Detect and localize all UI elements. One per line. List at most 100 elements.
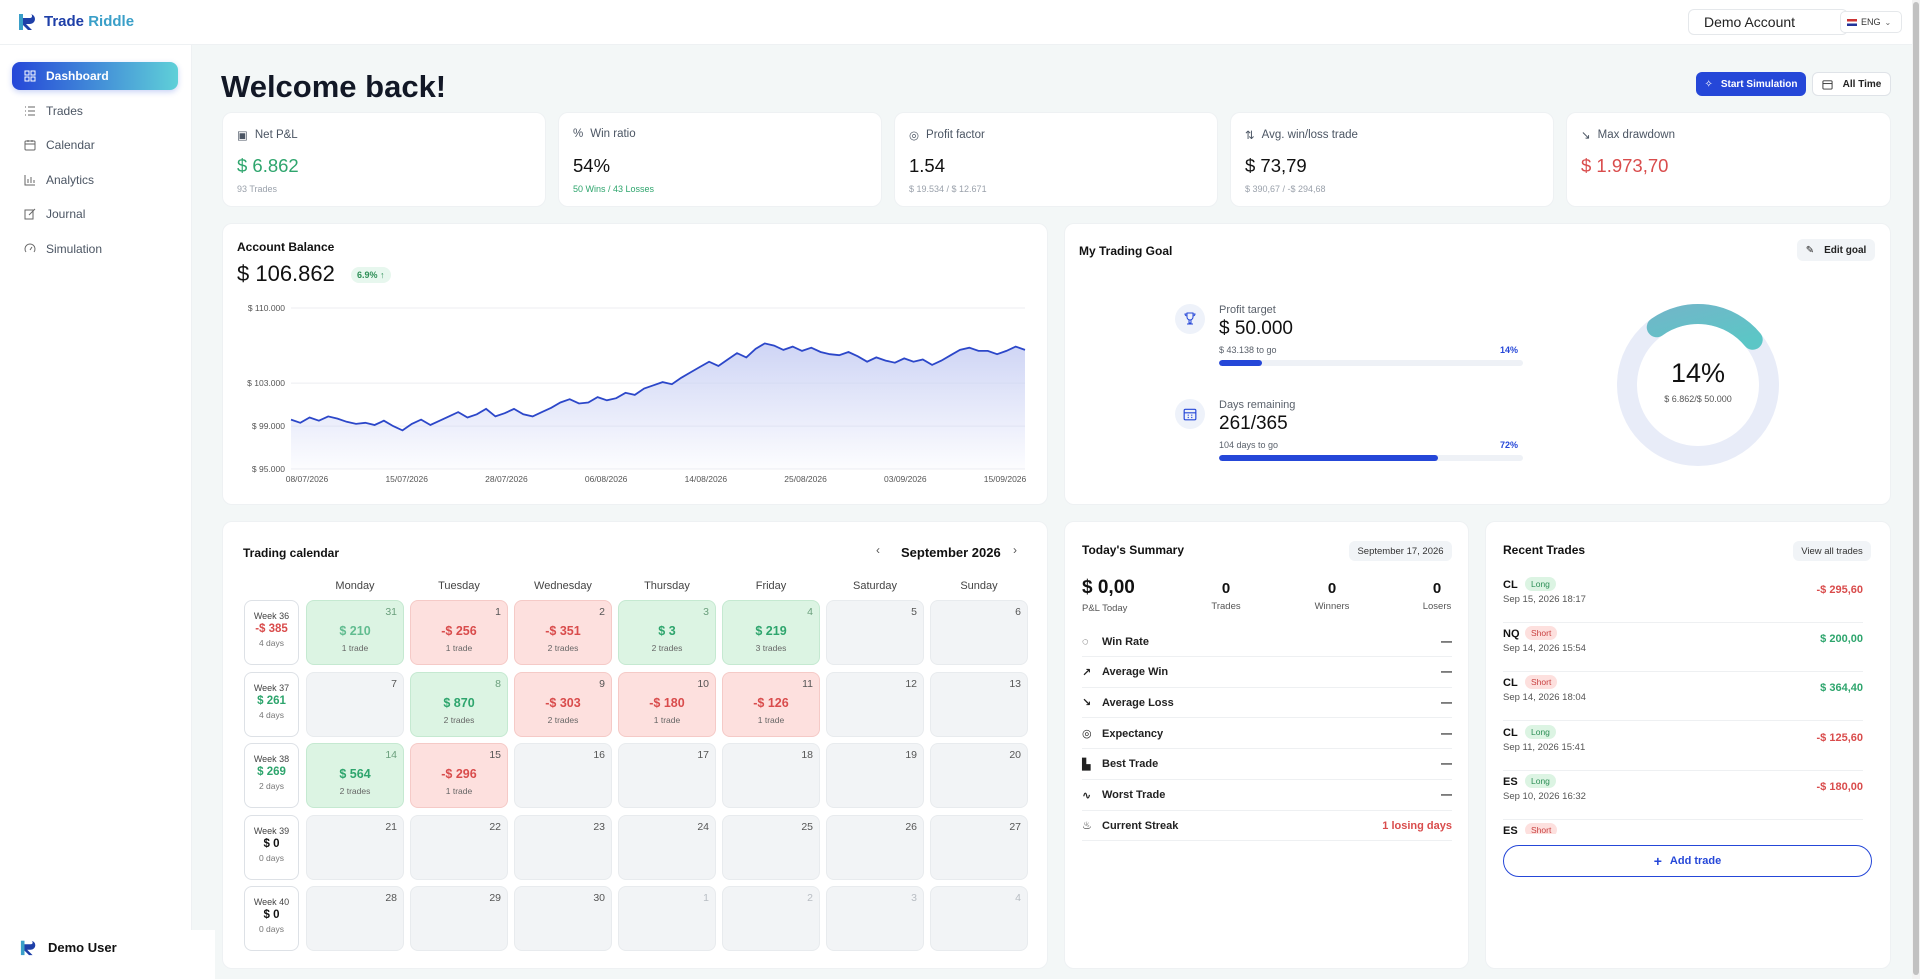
account-selector[interactable]: Demo Account [1688,9,1848,35]
start-simulation-button[interactable]: ✧ Start Simulation [1696,72,1806,96]
sparkle-icon: ✧ [1704,78,1713,90]
balance-title: Account Balance [237,240,335,254]
trade-row[interactable]: CL Short Sep 14, 2026 18:04 $ 364,40 [1503,672,1863,722]
week-summary[interactable]: Week 39 $ 0 0 days [244,814,299,880]
page-scrollbar[interactable] [1912,0,1920,979]
calendar-day[interactable]: 26 [826,814,924,880]
next-month-button[interactable]: › [1013,543,1017,557]
calendar-day[interactable]: 8 $ 870 2 trades [410,671,508,737]
prev-month-button[interactable]: ‹ [876,543,880,557]
trade-row[interactable]: NQ Short Sep 14, 2026 15:54 $ 200,00 [1503,623,1863,673]
day-pnl: -$ 126 [753,695,789,710]
top-bar: Trade Riddle Demo Account ENG ⌄ [0,0,1920,45]
trade-row[interactable]: ES Short [1503,820,1863,834]
calendar-day[interactable]: 24 [618,814,716,880]
calendar-day[interactable]: 30 [514,886,612,951]
calendar-day[interactable]: 14 $ 564 2 trades [306,743,404,808]
list-icon [25,106,35,116]
calendar-day[interactable]: 9 -$ 303 2 trades [514,671,612,737]
trade-row[interactable]: ES Long Sep 10, 2026 16:32 -$ 180,00 [1503,771,1863,820]
calendar-day[interactable]: 7 [306,671,404,737]
day-number: 2 [599,606,605,618]
calendar-day[interactable]: 28 [306,886,404,951]
calendar-day[interactable]: 25 [722,814,820,880]
calendar-day[interactable]: 5 [826,600,924,665]
kpi-avg-win-loss: ⇅ Avg. win/loss trade $ 73,79 $ 390,67 / … [1230,112,1554,207]
calendar-day[interactable]: 13 [930,671,1028,737]
calendar-day[interactable]: 2 [722,886,820,951]
calendar-day[interactable]: 3 $ 3 2 trades [618,600,716,665]
calendar-day[interactable]: 21 [306,814,404,880]
sidebar-item-trades[interactable]: Trades [12,97,178,125]
recent-trades-list[interactable]: CL Long Sep 15, 2026 18:17 -$ 295,60 NQ Short… [1503,574,1873,834]
calendar-day[interactable]: 31 $ 210 1 trade [306,600,404,665]
target-icon: ◎ [1082,728,1092,741]
trade-pnl: -$ 125,60 [1816,731,1863,744]
edit-goal-button[interactable]: ✎ Edit goal [1797,239,1875,261]
sidebar-item-dashboard[interactable]: Dashboard [12,62,178,90]
trend-down-icon: ↘ [1082,697,1092,710]
profit-to-go: $ 43.138 to go [1219,345,1277,355]
metric-label: Expectancy [1102,727,1164,740]
week-summary[interactable]: Week 36 -$ 385 4 days [244,600,299,665]
add-trade-button[interactable]: + Add trade [1503,845,1872,877]
calendar-day[interactable]: 4 $ 219 3 trades [722,600,820,665]
trade-symbol: CL [1503,579,1518,591]
view-all-trades-button[interactable]: View all trades [1793,541,1871,561]
language-selector[interactable]: ENG ⌄ [1840,11,1902,33]
week-summary[interactable]: Week 40 $ 0 0 days [244,886,299,951]
calendar-day[interactable]: 23 [514,814,612,880]
day-pnl: $ 870 [443,695,475,710]
calendar-day[interactable]: 3 [826,886,924,951]
sidebar-item-analytics[interactable]: Analytics [12,166,178,194]
week-summary[interactable]: Week 38 $ 269 2 days [244,743,299,808]
calendar-day[interactable]: 1 [618,886,716,951]
trade-date: Sep 11, 2026 15:41 [1503,741,1586,753]
scrollbar-thumb[interactable] [1913,2,1919,975]
calendar-day[interactable]: 18 [722,743,820,808]
week-summary[interactable]: Week 37 $ 261 4 days [244,671,299,737]
profit-target-label: Profit target [1219,304,1276,316]
calendar-day[interactable]: 16 [514,743,612,808]
simulation-icon [24,243,36,253]
logo[interactable]: Trade Riddle [18,12,134,30]
calendar-day[interactable]: 1 -$ 256 1 trade [410,600,508,665]
calendar-day[interactable]: 17 [618,743,716,808]
calendar-day[interactable]: 4 [930,886,1028,951]
day-number: 23 [593,820,605,833]
trend-down-icon: ↘ [1581,130,1591,142]
day-pnl: -$ 296 [441,767,477,781]
calendar-day[interactable]: 10 -$ 180 1 trade [618,671,716,737]
ring-progress [1646,304,1763,350]
sidebar-item-label: Trades [46,104,83,118]
flame-icon: ♨ [1082,820,1092,833]
calendar-day[interactable]: 29 [410,886,508,951]
metric-row: ♨ Current Streak 1 losing days [1082,811,1452,842]
user-profile[interactable]: Demo User [20,938,117,956]
calendar-day[interactable]: 27 [930,814,1028,880]
calendar-day[interactable]: 15 -$ 296 1 trade [410,743,508,808]
calendar-day[interactable]: 11 -$ 126 1 trade [722,671,820,737]
calendar-day[interactable]: 12 [826,671,924,737]
calendar-day[interactable]: 22 [410,814,508,880]
balance-chart: $ 110.000 $ 103.000 $ 99.000 $ 95.00008/07/… [247,303,1026,484]
day-pnl: -$ 180 [649,695,685,710]
sidebar-item-journal[interactable]: Journal [12,200,178,228]
calendar-day[interactable]: 19 [826,743,924,808]
calendar-day[interactable]: 2 -$ 351 2 trades [514,600,612,665]
days-to-go: 104 days to go [1219,440,1279,450]
start-simulation-label: Start Simulation [1720,78,1798,90]
kpi-value: $ 73,79 [1245,155,1307,176]
sidebar-item-simulation[interactable]: Simulation [12,235,178,263]
calendar-day[interactable]: 6 [930,600,1028,665]
kpi-value: $ 6.862 [237,155,299,176]
trade-row[interactable]: CL Long Sep 11, 2026 15:41 -$ 125,60 [1503,722,1863,771]
date-range-button[interactable]: All Time [1812,72,1891,96]
date-range-label: All Time [1842,78,1882,90]
trade-row[interactable]: CL Long Sep 15, 2026 18:17 -$ 295,60 [1503,574,1863,623]
kpi-value: 1.54 [909,155,946,176]
day-number: 8 [495,677,501,690]
calendar-day[interactable]: 20 [930,743,1028,808]
sidebar-item-calendar[interactable]: Calendar [12,131,178,159]
day-trade-count: 1 trade [341,643,369,653]
